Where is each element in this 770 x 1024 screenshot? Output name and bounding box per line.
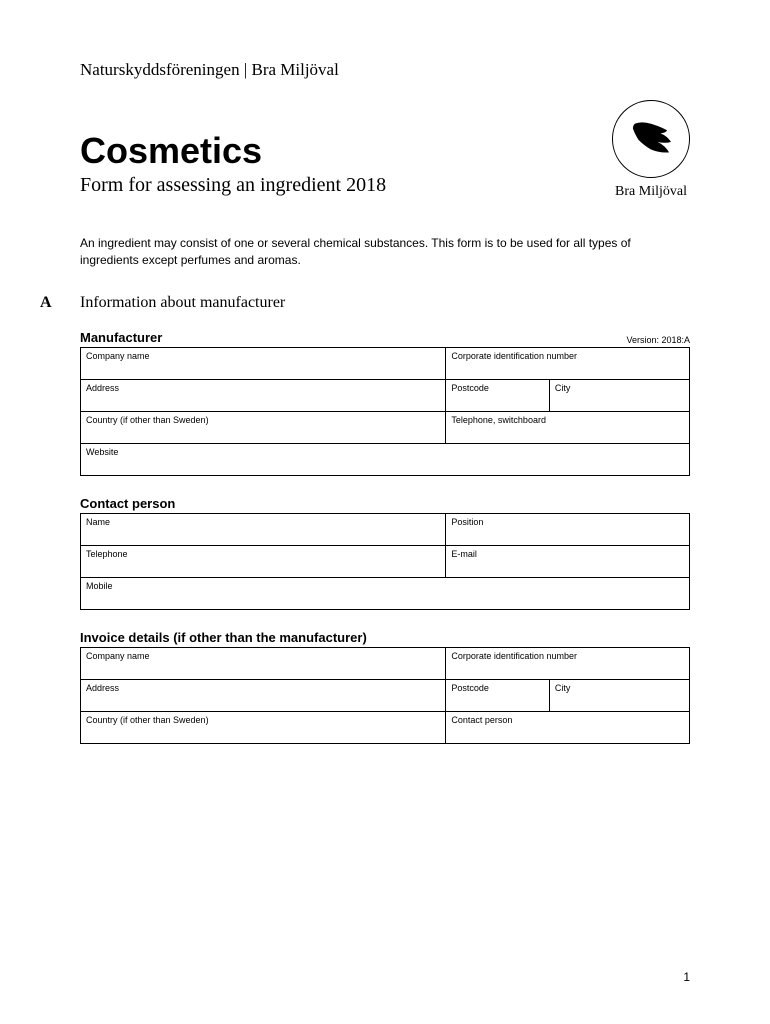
field-invoice-address[interactable]: Address [81, 679, 446, 711]
manufacturer-header: Manufacturer Version: 2018:A [80, 330, 690, 345]
invoice-title: Invoice details (if other than the manuf… [80, 630, 367, 645]
field-company-name[interactable]: Company name [81, 347, 446, 379]
logo-text: Bra Miljöval [612, 184, 690, 200]
field-postcode[interactable]: Postcode [446, 379, 550, 411]
field-contact-telephone[interactable]: Telephone [81, 545, 446, 577]
invoice-subsection: Invoice details (if other than the manuf… [80, 630, 690, 744]
logo-circle [612, 100, 690, 178]
field-telephone[interactable]: Telephone, switchboard [446, 411, 690, 443]
field-website[interactable]: Website [81, 443, 446, 475]
manufacturer-table: Company name Corporate identification nu… [80, 347, 690, 476]
title-text: Cosmetics Form for assessing an ingredie… [80, 130, 386, 197]
field-contact-name[interactable]: Name [81, 513, 446, 545]
subtitle: Form for assessing an ingredient 2018 [80, 174, 386, 197]
field-invoice-corp-id[interactable]: Corporate identification number [446, 647, 690, 679]
section-title: Information about manufacturer [80, 294, 285, 312]
field-invoice-company[interactable]: Company name [81, 647, 446, 679]
field-corp-id[interactable]: Corporate identification number [446, 347, 690, 379]
field-country[interactable]: Country (if other than Sweden) [81, 411, 446, 443]
field-position[interactable]: Position [446, 513, 690, 545]
title-section: Cosmetics Form for assessing an ingredie… [80, 130, 690, 200]
field-email[interactable]: E-mail [446, 545, 690, 577]
falcon-icon [627, 119, 675, 159]
contact-title: Contact person [80, 496, 175, 511]
organization-name: Naturskyddsföreningen | Bra Miljöval [80, 60, 690, 80]
intro-text: An ingredient may consist of one or seve… [80, 235, 690, 269]
logo-container: Bra Miljöval [612, 100, 690, 200]
field-invoice-country[interactable]: Country (if other than Sweden) [81, 711, 446, 743]
contact-subsection: Contact person Name Position Telephone E… [80, 496, 690, 610]
invoice-header: Invoice details (if other than the manuf… [80, 630, 690, 645]
field-invoice-contact[interactable]: Contact person [446, 711, 690, 743]
field-invoice-city[interactable]: City [549, 679, 689, 711]
version-label: Version: 2018:A [626, 335, 690, 345]
section-letter: A [40, 294, 60, 312]
manufacturer-subsection: Manufacturer Version: 2018:A Company nam… [80, 330, 690, 476]
contact-header: Contact person [80, 496, 690, 511]
contact-table: Name Position Telephone E-mail Mobile [80, 513, 690, 610]
section-a-header: A Information about manufacturer [60, 294, 690, 312]
invoice-table: Company name Corporate identification nu… [80, 647, 690, 744]
page-number: 1 [683, 970, 690, 984]
main-title: Cosmetics [80, 130, 386, 172]
field-invoice-postcode[interactable]: Postcode [446, 679, 550, 711]
manufacturer-title: Manufacturer [80, 330, 162, 345]
field-city[interactable]: City [549, 379, 689, 411]
field-mobile[interactable]: Mobile [81, 577, 446, 609]
field-address[interactable]: Address [81, 379, 446, 411]
